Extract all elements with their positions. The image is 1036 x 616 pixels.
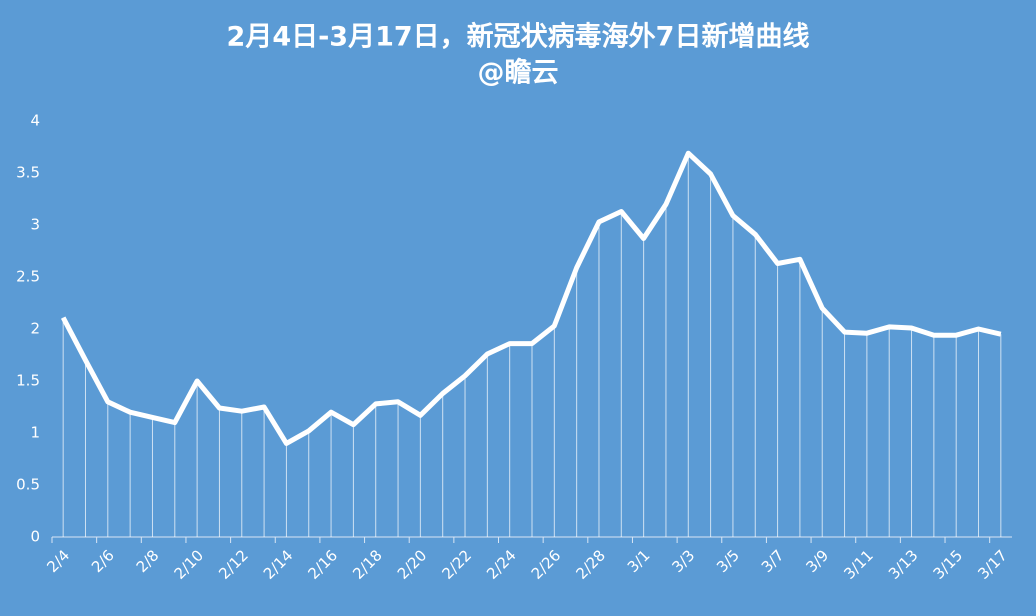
data-line [60,150,1002,446]
y-tick-label: 3.5 [16,164,40,182]
y-tick-label: 4 [30,112,40,130]
y-tick-label: 2.5 [16,268,40,286]
y-tick-label: 0 [30,528,40,546]
y-tick-label: 0.5 [16,476,40,494]
y-tick-label: 3 [30,216,40,234]
y-tick-label: 1.5 [16,372,40,390]
chart-title: 2月4日-3月17日，新冠状病毒海外7日新增曲线 [227,21,810,53]
y-tick-label: 1 [30,424,40,442]
y-tick-label: 2 [30,320,40,338]
chart-subtitle: @瞻云 [478,57,559,89]
